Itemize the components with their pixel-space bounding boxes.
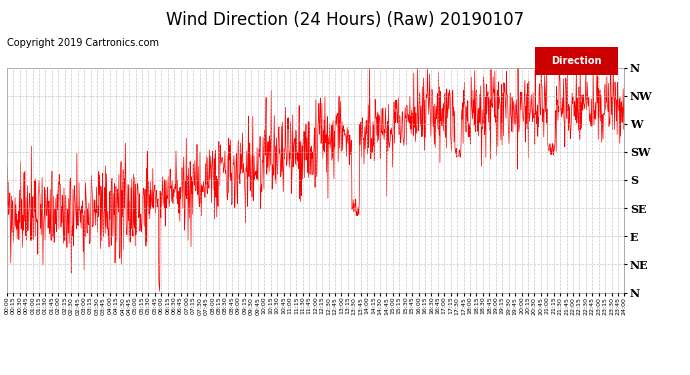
Text: Wind Direction (24 Hours) (Raw) 20190107: Wind Direction (24 Hours) (Raw) 20190107 — [166, 11, 524, 29]
Text: Copyright 2019 Cartronics.com: Copyright 2019 Cartronics.com — [7, 38, 159, 48]
Text: Direction: Direction — [551, 56, 602, 66]
